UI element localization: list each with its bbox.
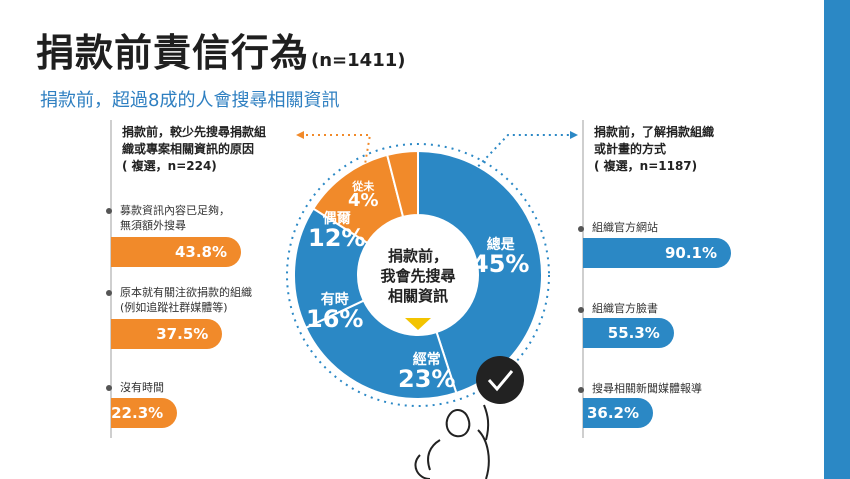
right-bar-2-value: 55.3% xyxy=(607,324,660,342)
right-heading-note: ( 複選，n=1187) xyxy=(594,159,698,173)
title-text: 捐款前責信行為 xyxy=(36,31,310,75)
checkmark-icon xyxy=(487,370,514,392)
slice-often-name: 經常 xyxy=(412,352,441,368)
left-bar-1: 43.8% xyxy=(111,237,241,267)
donut-outer-dotted-ring xyxy=(286,143,550,407)
left-reasons-panel: 捐款前，較少先搜尋捐款組 織或專案相關資訊的原因 ( 複選，n=224) xyxy=(110,120,287,438)
right-item-3-label: 搜尋相關新聞媒體報導 xyxy=(592,382,702,395)
bullet-dot xyxy=(106,290,112,296)
center-line3: 相關資訊 xyxy=(387,287,448,305)
page-subtitle: 捐款前，超過8成的人會搜尋相關資訊 xyxy=(40,90,340,111)
slice-sometimes-value: 16% xyxy=(306,305,364,333)
slice-label-never: 從未 4% xyxy=(348,181,379,210)
right-methods-panel: 捐款前，了解捐款組織 或計畫的方式 ( 複選，n=1187) xyxy=(582,120,754,438)
slice-often-value: 23% xyxy=(398,365,456,393)
bullet-dot xyxy=(578,307,584,313)
right-heading-line1: 捐款前，了解捐款組織 xyxy=(594,125,715,139)
left-heading-note: ( 複選，n=224) xyxy=(122,159,217,173)
slice-always-name: 總是 xyxy=(486,237,515,253)
right-connector-line xyxy=(469,134,572,176)
checkmark-badge-icon xyxy=(476,356,524,404)
right-heading-line2: 或計畫的方式 xyxy=(594,142,667,156)
right-item-1-label: 組織官方網站 xyxy=(592,221,658,234)
left-item-1-label: 募款資訊內容已足夠， 無須額外搜尋 xyxy=(120,203,230,233)
left-item-2-label: 原本就有關注欲捐款的組織 (例如追蹤社群媒體等) xyxy=(120,285,252,315)
left-heading-line2: 織或專案相關資訊的原因 xyxy=(122,142,255,156)
bullet-dot xyxy=(106,385,112,391)
right-bar-2: 55.3% xyxy=(583,318,674,348)
slice-never-name: 從未 xyxy=(352,180,375,193)
slice-label-often: 經常 23% xyxy=(398,353,455,391)
left-bar-2: 37.5% xyxy=(111,319,223,349)
slice-never-value: 4% xyxy=(348,190,379,211)
right-arrow-icon xyxy=(570,131,578,139)
left-item-2-line2: (例如追蹤社群媒體等) xyxy=(120,301,228,314)
left-heading-line1: 捐款前，較少先搜尋捐款組 xyxy=(122,125,267,139)
right-panel-heading: 捐款前，了解捐款組織 或計畫的方式 ( 複選，n=1187) xyxy=(594,124,714,175)
left-item-3-line1: 沒有時間 xyxy=(120,381,164,394)
right-bar-3: 36.2% xyxy=(583,398,653,428)
left-bar-3: 22.3% xyxy=(111,398,178,428)
right-item-2-label: 組織官方臉書 xyxy=(592,302,658,315)
slice-label-sometimes: 有時 16% xyxy=(306,293,363,331)
left-item-1-line2: 無須額外搜尋 xyxy=(120,219,186,232)
left-arrow-icon xyxy=(296,131,304,139)
slice-often xyxy=(304,299,458,400)
bullet-dot xyxy=(578,226,584,232)
slice-never xyxy=(385,149,419,219)
center-line2: 我會先搜尋 xyxy=(380,267,456,285)
right-bar-3-value: 36.2% xyxy=(586,404,639,422)
left-bar-2-value: 37.5% xyxy=(156,325,209,343)
title-sample-size: (n=1411) xyxy=(311,50,406,71)
bullet-dot xyxy=(106,208,112,214)
slice-occasionally-name: 偶爾 xyxy=(322,211,351,227)
left-panel-heading: 捐款前，較少先搜尋捐款組 織或專案相關資訊的原因 ( 複選，n=224) xyxy=(122,124,266,175)
slice-always-value: 45% xyxy=(472,250,530,278)
bullet-dot xyxy=(578,387,584,393)
person-sketch-icon xyxy=(414,404,490,479)
left-item-2-line1: 原本就有關注欲捐款的組織 xyxy=(120,286,252,299)
slice-sometimes-name: 有時 xyxy=(320,292,349,308)
right-bar-1: 90.1% xyxy=(583,238,731,268)
left-bar-3-value: 22.3% xyxy=(111,404,164,422)
left-item-1-line1: 募款資訊內容已足夠， xyxy=(120,204,230,217)
slice-occasionally-value: 12% xyxy=(308,224,366,252)
slice-label-always: 總是 45% xyxy=(472,238,529,276)
right-bar-1-value: 90.1% xyxy=(664,244,717,262)
slice-label-occasionally: 偶爾 12% xyxy=(308,212,365,250)
side-accent-stripe xyxy=(824,0,850,479)
center-line1: 捐款前， xyxy=(387,247,448,265)
donut-center-hole xyxy=(360,217,476,333)
donut-center-text: 捐款前， 我會先搜尋 相關資訊 xyxy=(370,246,466,306)
page-title: 捐款前責信行為 (n=1411) xyxy=(36,22,405,77)
left-bar-1-value: 43.8% xyxy=(174,243,227,261)
down-triangle-icon xyxy=(405,318,431,330)
left-item-3-label: 沒有時間 xyxy=(120,380,164,395)
